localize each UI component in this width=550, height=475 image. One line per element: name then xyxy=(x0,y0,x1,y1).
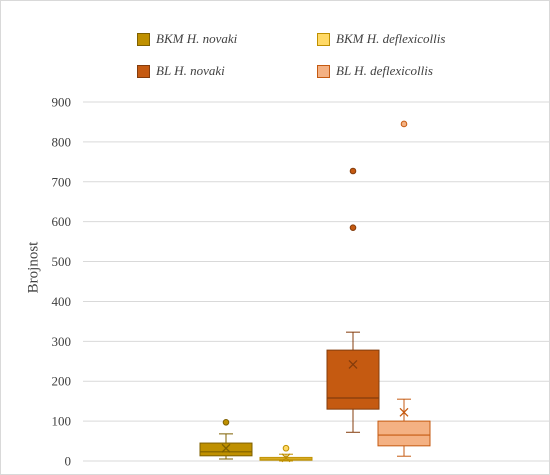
legend-swatch xyxy=(137,32,150,46)
y-tick-label: 500 xyxy=(52,254,72,269)
outlier-point xyxy=(222,419,230,426)
y-tick-label: 400 xyxy=(52,294,72,309)
box-series xyxy=(377,120,431,457)
legend-item-bl-novaki: BL H. novaki xyxy=(137,60,317,82)
outlier-point xyxy=(400,120,408,128)
y-tick-label: 0 xyxy=(65,454,72,469)
box-series xyxy=(199,419,253,460)
y-tick-label: 600 xyxy=(52,214,72,229)
outlier-point xyxy=(349,167,357,175)
y-tick-label: 200 xyxy=(52,374,72,389)
box-series xyxy=(326,167,380,433)
legend-label: BKM H. novaki xyxy=(156,31,238,46)
iqr-box xyxy=(326,349,380,410)
iqr-box xyxy=(199,442,253,457)
legend-label: BKM H. deflexicollis xyxy=(336,31,446,46)
iqr-box xyxy=(377,420,431,447)
mean-marker xyxy=(281,453,291,463)
legend: BKM H. novaki BKM H. deflexicollis BL H.… xyxy=(137,28,497,82)
legend-swatch xyxy=(137,64,150,78)
y-tick-label: 900 xyxy=(52,95,72,110)
legend-item-bl-deflexicollis: BL H. deflexicollis xyxy=(317,60,497,82)
legend-label: BL H. novaki xyxy=(156,63,225,78)
outlier-point xyxy=(282,444,290,452)
legend-item-bkm-deflexicollis: BKM H. deflexicollis xyxy=(317,28,497,50)
y-tick-label: 100 xyxy=(52,414,72,429)
mean-marker xyxy=(399,407,409,417)
y-axis-label: Brojnost xyxy=(25,241,42,294)
y-tick-label: 300 xyxy=(52,334,72,349)
legend-item-bkm-novaki: BKM H. novaki xyxy=(137,28,317,50)
boxes xyxy=(199,120,431,463)
box-series xyxy=(259,444,313,463)
outlier-point xyxy=(349,224,357,231)
legend-swatch xyxy=(317,32,330,46)
y-tick-label: 800 xyxy=(52,134,72,149)
mean-marker xyxy=(221,443,231,453)
legend-swatch xyxy=(317,64,330,78)
mean-marker xyxy=(348,360,358,369)
y-tick-labels: 0 100 200 300 400 500 600 700 800 900 xyxy=(52,95,72,469)
legend-label: BL H. deflexicollis xyxy=(336,63,433,78)
gridlines xyxy=(83,101,549,462)
y-tick-label: 700 xyxy=(52,174,72,189)
